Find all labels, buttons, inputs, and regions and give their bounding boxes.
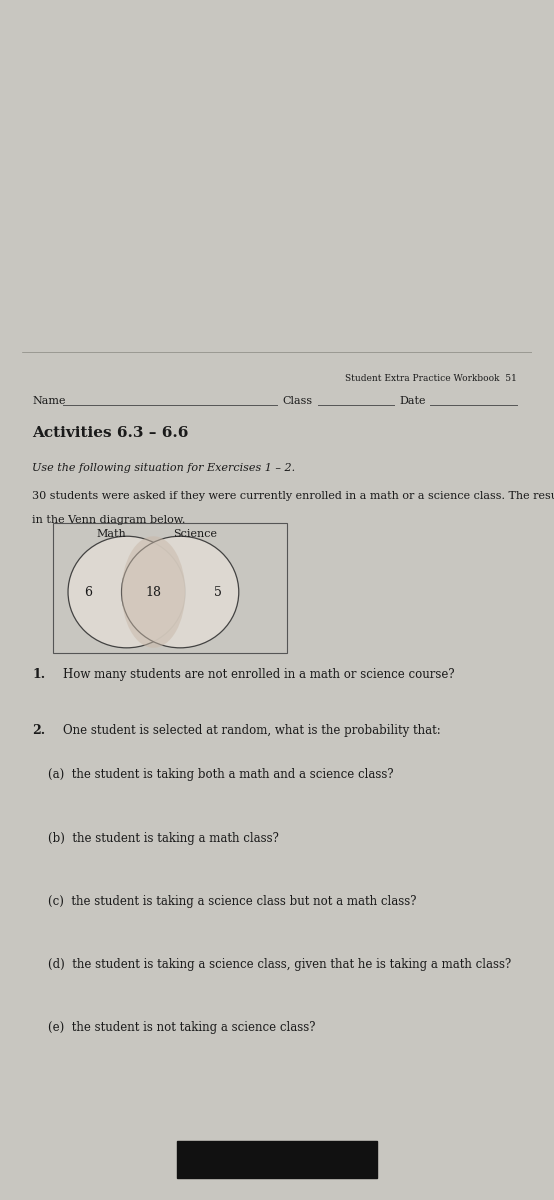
- Ellipse shape: [121, 536, 185, 648]
- Text: 30 students were asked if they were currently enrolled in a math or a science cl: 30 students were asked if they were curr…: [32, 491, 554, 500]
- Text: Name: Name: [32, 396, 66, 407]
- Text: Class: Class: [282, 396, 312, 407]
- Text: 6: 6: [84, 586, 93, 599]
- Bar: [177, 1140, 377, 1178]
- Text: (c)  the student is taking a science class but not a math class?: (c) the student is taking a science clas…: [48, 895, 416, 908]
- Text: Math: Math: [96, 529, 126, 539]
- Text: (d)  the student is taking a science class, given that he is taking a math class: (d) the student is taking a science clas…: [48, 958, 511, 971]
- Text: How many students are not enrolled in a math or science course?: How many students are not enrolled in a …: [63, 668, 455, 680]
- Text: (a)  the student is taking both a math and a science class?: (a) the student is taking both a math an…: [48, 768, 393, 781]
- Text: in the Venn diagram below.: in the Venn diagram below.: [32, 516, 186, 526]
- Text: 18: 18: [145, 586, 161, 599]
- Bar: [53, 523, 287, 653]
- Text: (b)  the student is taking a math class?: (b) the student is taking a math class?: [48, 832, 279, 845]
- Text: 1.: 1.: [32, 668, 45, 680]
- Ellipse shape: [68, 536, 185, 648]
- Text: (e)  the student is not taking a science class?: (e) the student is not taking a science …: [48, 1021, 315, 1034]
- Text: 5: 5: [214, 586, 222, 599]
- Text: One student is selected at random, what is the probability that:: One student is selected at random, what …: [63, 724, 440, 737]
- Text: Use the following situation for Exercises 1 – 2.: Use the following situation for Exercise…: [32, 463, 295, 473]
- Text: Activities 6.3 – 6.6: Activities 6.3 – 6.6: [32, 426, 189, 440]
- Text: Date: Date: [399, 396, 426, 407]
- Text: 2.: 2.: [32, 724, 45, 737]
- Text: Student Extra Practice Workbook  51: Student Extra Practice Workbook 51: [345, 374, 516, 383]
- Ellipse shape: [121, 536, 239, 648]
- Text: Science: Science: [173, 529, 218, 539]
